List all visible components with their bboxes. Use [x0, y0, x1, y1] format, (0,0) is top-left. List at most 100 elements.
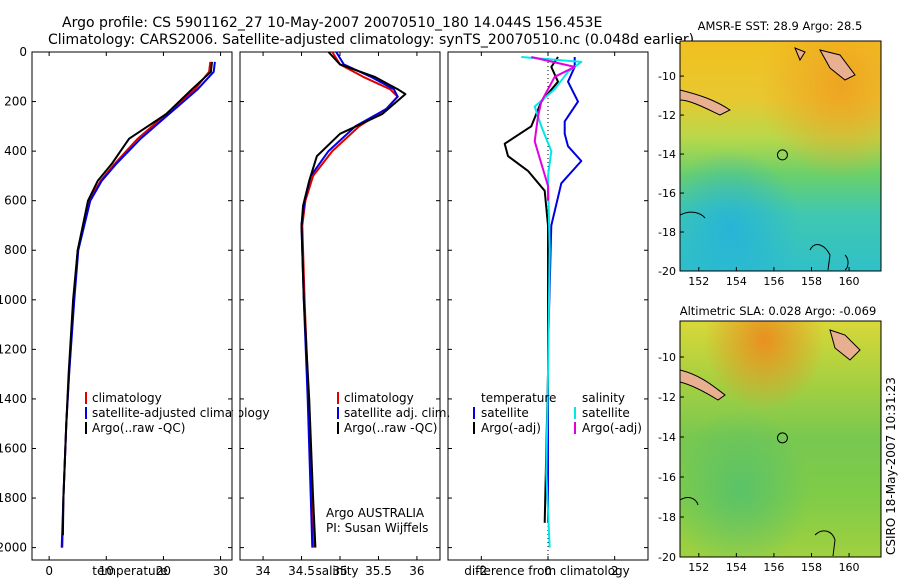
difference-series-1	[503, 56, 559, 523]
depth-tick-label: 1000	[0, 293, 27, 307]
legend-label-sal-argo: Argo(-adj)	[582, 421, 642, 435]
legend-label-temp-argo: Argo(-adj)	[481, 421, 541, 435]
legend-heading-temperature: temperature	[481, 391, 556, 405]
sla-map: Altimetric SLA: 0.028 Argo: -0.069 152 15…	[658, 304, 882, 574]
legend-heading-salinity: salinity	[582, 391, 625, 405]
legend-label-sal-satellite: satellite	[582, 406, 630, 420]
sla-green-patch	[680, 321, 881, 557]
legend-label-climatology: climatology	[344, 391, 414, 405]
sla-map-title: Altimetric SLA: 0.028 Argo: -0.069	[680, 304, 877, 318]
difference-series-2	[521, 56, 583, 548]
salinity-legend: climatology satellite adj. clim. Argo(..…	[326, 391, 450, 535]
temperature-series-2	[61, 61, 213, 536]
salinity-xlabel: salinity	[315, 564, 358, 578]
depth-tick-label: 200	[4, 95, 27, 109]
depth-tick-label: 800	[4, 243, 27, 257]
x-tick-label: 34	[255, 564, 270, 578]
depth-tick-label: 2000	[0, 541, 27, 555]
x-tick-label: 30	[213, 564, 228, 578]
map-y-tick-label: -16	[658, 471, 676, 484]
x-tick-label: 36	[409, 564, 424, 578]
difference-series-0	[547, 57, 583, 523]
x-tick-label: 34.5	[288, 564, 315, 578]
x-tick-label: -2	[475, 564, 487, 578]
map-x-tick-label: 156	[763, 275, 784, 288]
map-y-tick-label: -20	[658, 265, 676, 278]
map-y-tick-label: -14	[658, 148, 676, 161]
temperature-xlabel: temperature	[92, 564, 167, 578]
sla-coastline	[680, 369, 726, 401]
depth-tick-label: 1200	[0, 342, 27, 356]
map-x-tick-label: 156	[763, 561, 784, 574]
map-y-tick-label: -12	[658, 109, 676, 122]
sla-contour	[814, 530, 836, 557]
map-x-tick-label: 154	[726, 561, 747, 574]
salinity-series-1	[300, 51, 399, 548]
sst-contour	[680, 211, 706, 219]
map-y-tick-label: -18	[658, 226, 676, 239]
sst-map-title: AMSR-E SST: 28.9 Argo: 28.5	[698, 19, 863, 33]
sla-map-axes: 152 154 156 158 160 -10 -12 -14 -16 -18 -20	[658, 351, 860, 574]
map-y-tick-label: -16	[658, 187, 676, 200]
map-x-tick-label: 160	[839, 561, 860, 574]
salinity-plot: 34 34.5 35 35.5 36	[240, 51, 440, 578]
depth-tick-label: 1600	[0, 441, 27, 455]
map-y-tick-label: -10	[658, 351, 676, 364]
legend-label-climatology: climatology	[92, 391, 162, 405]
x-tick-label: 0	[544, 564, 552, 578]
temperature-panel	[31, 51, 233, 561]
sst-float-marker	[776, 149, 788, 161]
depth-tick-label: 1800	[0, 491, 27, 505]
legend-label-satellite: satellite-adjusted climatology	[92, 406, 270, 420]
map-x-tick-label: 154	[726, 275, 747, 288]
x-tick-label: 0	[45, 564, 53, 578]
difference-series-3	[531, 56, 576, 201]
sla-contour	[680, 497, 699, 506]
difference-xlabel: difference from climatology	[464, 564, 630, 578]
map-x-tick-label: 160	[839, 275, 860, 288]
temperature-series-1	[60, 61, 216, 548]
sst-island	[819, 49, 856, 81]
legend-label-argo: Argo(..raw -QC)	[344, 421, 437, 435]
map-y-tick-label: -10	[658, 70, 676, 83]
temperature-plot: 0 10 20 30	[32, 51, 232, 578]
float-annotation: Argo AUSTRALIA	[326, 506, 425, 520]
depth-tick-label: 1400	[0, 392, 27, 406]
difference-plot: -2 0 2	[448, 51, 648, 578]
legend-label-argo: Argo(..raw -QC)	[92, 421, 185, 435]
map-y-tick-label: -12	[658, 391, 676, 404]
map-x-tick-label: 152	[688, 275, 709, 288]
map-y-tick-label: -20	[658, 551, 676, 564]
map-x-tick-label: 158	[801, 275, 822, 288]
temperature-legend: climatology satellite-adjusted climatolo…	[85, 391, 270, 435]
depth-tick-label: 400	[4, 144, 27, 158]
salinity-series-2	[300, 51, 407, 548]
legend-label-temp-satellite: satellite	[481, 406, 529, 420]
sla-float-marker	[776, 432, 788, 444]
x-tick-label: 10	[99, 564, 114, 578]
salinity-panel	[239, 51, 441, 561]
map-x-tick-label: 152	[688, 561, 709, 574]
salinity-series-0	[301, 51, 399, 548]
sst-island	[794, 47, 806, 62]
figure-title-line2: Climatology: CARS2006. Satellite-adjuste…	[48, 32, 694, 48]
sst-map: AMSR-E SST: 28.9 Argo: 28.5 152 154 156 158…	[658, 19, 882, 288]
depth-tick-label: 0	[19, 45, 27, 59]
sst-cool-patch	[680, 41, 881, 271]
map-y-tick-label: -18	[658, 511, 676, 524]
sla-map-frame	[679, 320, 882, 558]
sst-map-frame	[679, 40, 882, 272]
sst-contour	[809, 244, 849, 271]
depth-tick-label: 600	[4, 194, 27, 208]
x-tick-label: 2	[611, 564, 619, 578]
sst-map-axes: 152 154 156 158 160 -10 -12 -14 -16 -18 -20	[658, 70, 860, 288]
x-tick-label: 20	[156, 564, 171, 578]
x-tick-label: 35.5	[365, 564, 392, 578]
depth-axis-labels: 0 200 400 600 800 1000 1200 1400 1600 1800 2000	[0, 45, 27, 555]
difference-legend: temperature satellite Argo(-adj) salinit…	[473, 391, 642, 435]
footer-credit: CSIRO 18-May-2007 10:31:23	[884, 377, 898, 555]
sla-island	[829, 329, 861, 361]
pi-annotation: PI: Susan Wijffels	[326, 521, 428, 535]
legend-label-satellite: satellite adj. clim.	[344, 406, 450, 420]
